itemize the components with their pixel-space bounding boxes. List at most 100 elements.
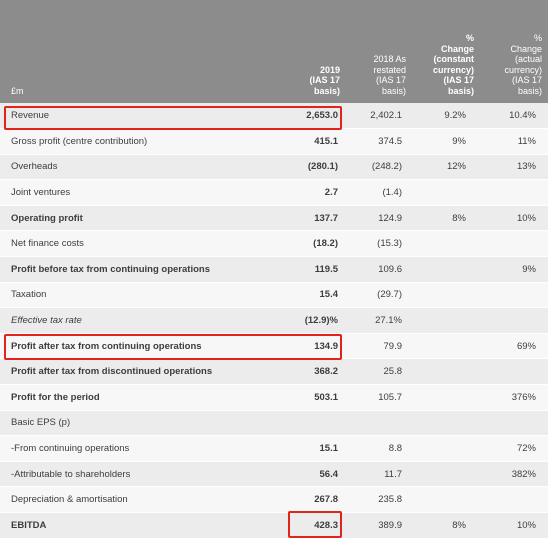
cell-2018: (29.7)	[346, 282, 412, 309]
cell-2019: 134.9	[280, 333, 346, 360]
highlight-profit-after-tax	[4, 334, 342, 360]
header-change-actual: % Change (actual currency) (IAS 17 basis…	[480, 0, 548, 103]
row-label: Profit after tax from continuing operati…	[0, 333, 280, 360]
cell-change-constant	[412, 282, 480, 309]
row-label: EBITDA	[0, 512, 280, 539]
cell-2018: 79.9	[346, 333, 412, 360]
row-label: Profit before tax from continuing operat…	[0, 256, 280, 283]
cell-2018	[346, 410, 412, 437]
cell-2018: 235.8	[346, 486, 412, 513]
cell-2019: (18.2)	[280, 230, 346, 258]
cell-2019: (12.9)%	[280, 307, 346, 334]
cell-change-constant: 8%	[412, 512, 480, 539]
cell-change-actual: 11%	[480, 128, 548, 155]
header-change-constant: % Change (constant currency) (IAS 17 bas…	[412, 0, 480, 103]
table-row: Overheads (280.1) (248.2) 12% 13%	[0, 154, 548, 181]
cell-change-actual	[480, 410, 548, 437]
cell-2019	[280, 410, 346, 437]
cell-change-actual	[480, 307, 548, 334]
table-header-row: £m 2019 (IAS 17 basis) 2018 As restated …	[0, 0, 548, 103]
highlight-ebitda	[288, 511, 342, 538]
cell-change-actual: 10%	[480, 205, 548, 232]
cell-change-actual	[480, 230, 548, 258]
row-label: Depreciation & amortisation	[0, 486, 280, 513]
cell-change-actual: 9%	[480, 256, 548, 283]
cell-2019: 267.8	[280, 486, 346, 513]
cell-change-constant	[412, 410, 480, 437]
cell-2018: 25.8	[346, 358, 412, 386]
table-row: -Attributable to shareholders 56.4 11.7 …	[0, 461, 548, 488]
cell-2019: 503.1	[280, 384, 346, 411]
table-row: Profit for the period 503.1 105.7 376%	[0, 384, 548, 411]
row-label: Joint ventures	[0, 179, 280, 206]
cell-change-actual: 382%	[480, 461, 548, 488]
table-row: Joint ventures 2.7 (1.4)	[0, 179, 548, 206]
cell-2018: (248.2)	[346, 154, 412, 181]
cell-2018: 11.7	[346, 461, 412, 488]
row-label: Net finance costs	[0, 230, 280, 258]
cell-2019: 415.1	[280, 128, 346, 155]
cell-2018: (15.3)	[346, 230, 412, 258]
header-currency-label: £m	[0, 0, 280, 103]
cell-change-actual: 10.4%	[480, 103, 548, 130]
cell-change-actual	[480, 486, 548, 513]
cell-change-constant	[412, 256, 480, 283]
cell-change-constant: 9.2%	[412, 103, 480, 130]
table-row: Profit before tax from continuing operat…	[0, 256, 548, 283]
cell-change-actual: 376%	[480, 384, 548, 411]
cell-2019: 15.1	[280, 435, 346, 462]
cell-2018: 389.9	[346, 512, 412, 539]
cell-2018: 374.5	[346, 128, 412, 155]
cell-change-actual: 13%	[480, 154, 548, 181]
cell-2018: 105.7	[346, 384, 412, 411]
cell-change-constant: 9%	[412, 128, 480, 155]
cell-change-actual: 10%	[480, 512, 548, 539]
cell-2018: 8.8	[346, 435, 412, 462]
cell-2019: 428.3	[280, 512, 346, 539]
cell-change-constant	[412, 486, 480, 513]
row-label: Overheads	[0, 154, 280, 181]
row-label: Basic EPS (p)	[0, 410, 280, 437]
cell-change-constant: 8%	[412, 205, 480, 232]
cell-change-constant	[412, 435, 480, 462]
table-row: Effective tax rate (12.9)% 27.1%	[0, 307, 548, 334]
table-row: Profit after tax from continuing operati…	[0, 333, 548, 360]
row-label: Effective tax rate	[0, 307, 280, 334]
cell-change-actual: 69%	[480, 333, 548, 360]
table-row: Taxation 15.4 (29.7)	[0, 282, 548, 309]
cell-change-constant	[412, 358, 480, 386]
table-row: Depreciation & amortisation 267.8 235.8	[0, 486, 548, 513]
row-label: Operating profit	[0, 205, 280, 232]
table-row: Net finance costs (18.2) (15.3)	[0, 230, 548, 258]
cell-2019: 2.7	[280, 179, 346, 206]
cell-2018: (1.4)	[346, 179, 412, 206]
table-row: -From continuing operations 15.1 8.8 72%	[0, 435, 548, 462]
table-row: Profit after tax from discontinued opera…	[0, 358, 548, 386]
cell-change-constant	[412, 179, 480, 206]
cell-2019: 119.5	[280, 256, 346, 283]
cell-change-constant	[412, 307, 480, 334]
row-label: Taxation	[0, 282, 280, 309]
row-label: Gross profit (centre contribution)	[0, 128, 280, 155]
row-label: -From continuing operations	[0, 435, 280, 462]
cell-change-actual: 72%	[480, 435, 548, 462]
row-label: -Attributable to shareholders	[0, 461, 280, 488]
cell-2019: 56.4	[280, 461, 346, 488]
cell-change-constant	[412, 461, 480, 488]
cell-2018: 27.1%	[346, 307, 412, 334]
row-label: Profit after tax from discontinued opera…	[0, 358, 280, 386]
cell-change-actual	[480, 179, 548, 206]
cell-2019: (280.1)	[280, 154, 346, 181]
cell-2018: 2,402.1	[346, 103, 412, 130]
cell-change-constant	[412, 230, 480, 258]
cell-2019: 15.4	[280, 282, 346, 309]
table-row: EBITDA 428.3 389.9 8% 10%	[0, 512, 548, 539]
row-label: Profit for the period	[0, 384, 280, 411]
cell-change-constant: 12%	[412, 154, 480, 181]
cell-change-actual	[480, 282, 548, 309]
table-row: Operating profit 137.7 124.9 8% 10%	[0, 205, 548, 232]
table-row: Basic EPS (p)	[0, 410, 548, 437]
cell-2018: 109.6	[346, 256, 412, 283]
